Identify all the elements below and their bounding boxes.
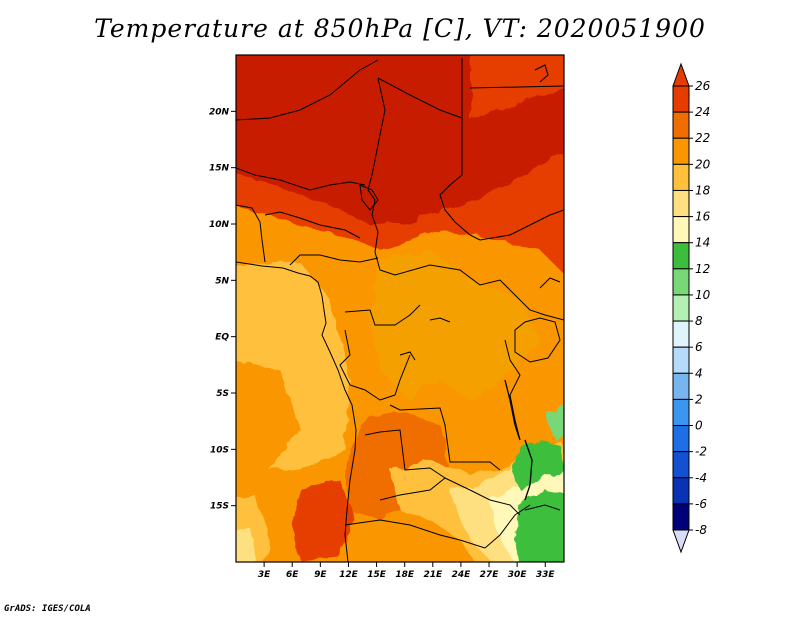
- colorbar-swatch: [672, 425, 690, 453]
- latitude-axis: 20N 15N 10N 5N EQ 5S 10S 15S: [209, 107, 236, 512]
- colorbar-swatch: [672, 189, 690, 218]
- plot-frame: [235, 54, 565, 563]
- lon-tick-label: 30E: [508, 570, 528, 580]
- colorbar-swatch: [672, 503, 690, 531]
- colorbar-swatch: [672, 163, 690, 191]
- lat-tick-label: 5S: [216, 389, 229, 399]
- colorbar-swatch: [672, 346, 690, 374]
- colorbar-swatch: [672, 451, 690, 479]
- colorbar-swatch: [672, 242, 690, 270]
- colorbar-label: -4: [695, 471, 707, 485]
- colorbar-swatch: [672, 137, 690, 165]
- temperature-field: [236, 55, 564, 562]
- colorbar-label: 6: [695, 340, 703, 354]
- colorbar-label: 0: [695, 419, 703, 433]
- colorbar-label: 24: [695, 105, 710, 119]
- lon-tick-label: 27E: [480, 570, 500, 580]
- lon-tick-label: 6E: [286, 570, 299, 580]
- colorbar-swatch: [672, 320, 690, 348]
- lat-tick-label: 5N: [215, 276, 229, 286]
- lon-tick-label: 24E: [452, 570, 472, 580]
- colorbar-label: 10: [695, 288, 711, 302]
- colorbar-swatch: [672, 294, 690, 322]
- colorbar-label: 20: [695, 157, 711, 171]
- colorbar-label: 18: [695, 183, 711, 197]
- colorbar-bottom-arrow: [672, 529, 690, 554]
- lon-tick-label: 15E: [367, 570, 387, 580]
- colorbar-label: -8: [695, 523, 707, 537]
- lat-tick-label: 10N: [209, 220, 230, 230]
- colorbar-label: 4: [695, 366, 703, 380]
- longitude-axis: 3E 6E 9E 12E 15E 18E 21E 24E 27E 30E 33E: [258, 562, 556, 580]
- colorbar-top-arrow: [672, 62, 690, 87]
- lat-tick-label: 20N: [209, 107, 230, 117]
- lon-tick-label: 18E: [395, 570, 415, 580]
- lat-tick-label: 15S: [210, 502, 229, 512]
- lon-tick-label: 3E: [258, 570, 271, 580]
- colorbar-label: 22: [695, 131, 710, 145]
- colorbar-swatch: [672, 477, 690, 505]
- colorbar-swatch: [672, 398, 690, 427]
- colorbar-label: 26: [695, 79, 711, 93]
- colorbar-label: 16: [695, 210, 711, 224]
- credit-text: GrADS: IGES/COLA: [4, 604, 91, 614]
- colorbar-label: -2: [695, 445, 707, 459]
- lat-tick-label: 15N: [209, 164, 230, 174]
- colorbar-swatch: [672, 372, 690, 400]
- colorbar-swatch: [672, 85, 690, 113]
- map-title: Temperature at 850hPa [C], VT: 202005190…: [94, 14, 706, 43]
- colorbar-label: 2: [695, 392, 703, 406]
- borders-coastlines: [236, 58, 564, 562]
- colorbar-swatch: [672, 111, 690, 139]
- lon-tick-label: 12E: [339, 570, 359, 580]
- lat-tick-label: EQ: [215, 333, 229, 343]
- colorbar-label: 14: [695, 236, 710, 250]
- colorbar-label: 8: [695, 314, 703, 328]
- lon-tick-label: 33E: [536, 570, 556, 580]
- lat-tick-label: 10S: [210, 445, 229, 455]
- colorbar-label: 12: [695, 262, 710, 276]
- colorbar-swatch: [672, 268, 690, 296]
- colorbar-label: -6: [695, 497, 707, 511]
- lon-tick-label: 9E: [314, 570, 327, 580]
- lon-tick-label: 21E: [423, 570, 443, 580]
- colorbar-swatch: [672, 216, 690, 244]
